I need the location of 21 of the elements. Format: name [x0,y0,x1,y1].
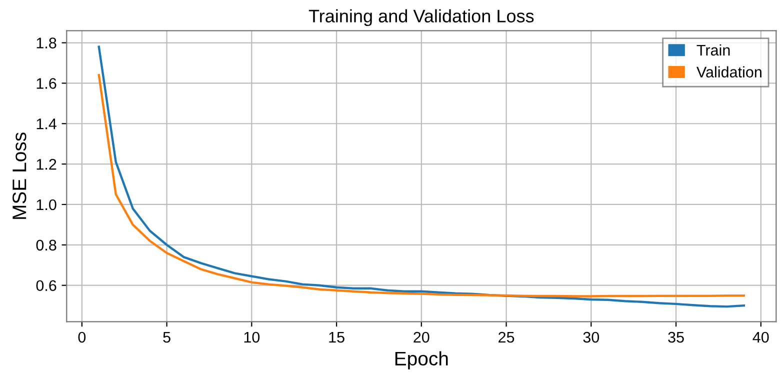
x-tick-label: 5 [163,332,170,343]
legend-label: Validation [696,66,762,78]
y-tick-label: 0.6 [36,280,56,292]
legend-label: Train [696,44,730,56]
y-tick-label: 1.4 [36,118,56,130]
y-tick-label: 0.8 [36,240,56,251]
y-axis-title: MSE Loss [12,132,26,219]
chart-title: Training and Validation Loss [308,9,534,26]
x-tick-label: 10 [244,332,260,343]
x-axis-title: Epoch [395,351,448,370]
y-tick-label: 1.0 [36,199,56,210]
y-tick-label: 1.8 [36,38,56,48]
x-tick-label: 30 [583,332,600,343]
y-tick-label: 1.6 [36,78,56,89]
x-tick-label: 35 [668,332,684,343]
x-tick-label: 0 [78,332,86,343]
x-tick-label: 40 [752,332,769,343]
x-tick-label: 15 [329,332,344,343]
y-tick-label: 1.2 [36,158,56,170]
x-tick-label: 25 [498,332,514,343]
x-tick-label: 20 [414,332,430,343]
